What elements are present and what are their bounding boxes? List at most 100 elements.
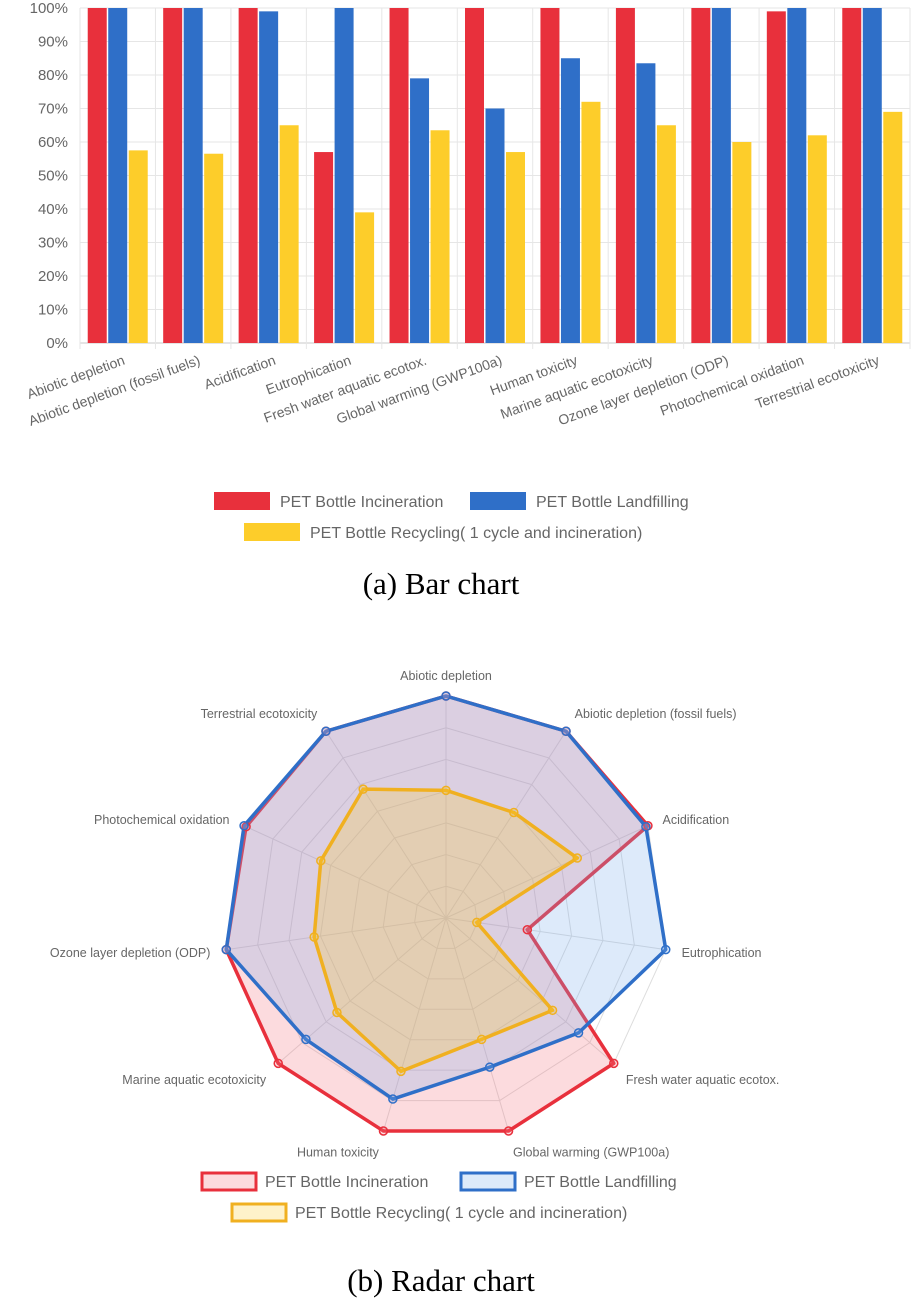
bar bbox=[430, 130, 450, 343]
radar-legend-label: PET Bottle Landfilling bbox=[524, 1174, 677, 1191]
bar-y-tick-label: 90% bbox=[38, 34, 68, 51]
radar-legend-swatch bbox=[459, 1171, 517, 1192]
radar-point bbox=[561, 726, 571, 736]
bar bbox=[87, 8, 107, 343]
bar-legend-swatch bbox=[214, 492, 270, 510]
radar-axis-label: Eutrophication bbox=[682, 946, 762, 960]
radar-grid-ring bbox=[414, 885, 478, 949]
bar-y-tick-label: 60% bbox=[38, 134, 68, 151]
bar bbox=[108, 8, 128, 343]
radar-point bbox=[332, 1007, 342, 1018]
radar-grid-ring bbox=[319, 790, 573, 1041]
radar-point bbox=[441, 691, 451, 701]
radar-point bbox=[221, 944, 232, 955]
radar-series-area bbox=[224, 694, 650, 1133]
radar-legend: PET Bottle Incineration PET Bottle Landfi… bbox=[200, 1171, 677, 1223]
radar-spoke bbox=[445, 917, 666, 951]
bar bbox=[485, 108, 505, 343]
bar bbox=[389, 8, 409, 343]
bar bbox=[465, 8, 484, 343]
bar-x-tick-label: Terrestrial ecotoxicity bbox=[753, 352, 881, 412]
radar-point bbox=[641, 821, 651, 832]
bar bbox=[334, 8, 354, 343]
radar-axis-label: Abiotic depletion bbox=[400, 669, 492, 683]
radar-point bbox=[396, 1066, 406, 1077]
bar bbox=[787, 8, 807, 343]
bar bbox=[128, 150, 148, 343]
radar-point bbox=[321, 726, 331, 736]
radar-point bbox=[273, 1058, 283, 1069]
radar-point bbox=[485, 1062, 495, 1072]
radar-spoke bbox=[226, 917, 447, 951]
radar-point bbox=[309, 932, 319, 942]
bar-legend: PET Bottle Incineration PET Bottle Landfi… bbox=[214, 492, 689, 542]
radar-series-area bbox=[224, 694, 668, 1101]
bar-y-tick-label: 20% bbox=[38, 268, 68, 285]
radar-axis-label: Acidification bbox=[662, 813, 729, 827]
radar-point bbox=[441, 785, 451, 796]
bar-y-tick-label: 50% bbox=[38, 168, 68, 185]
radar-axis-label: Global warming (GWP100a) bbox=[513, 1145, 669, 1159]
radar-legend-label: PET Bottle Recycling( 1 cycle and incine… bbox=[295, 1205, 627, 1222]
bar-y-tick-label: 80% bbox=[38, 67, 68, 84]
radar-axis-labels: Abiotic depletion Abiotic depletion (foss… bbox=[50, 669, 779, 1159]
radar-legend-swatch bbox=[200, 1171, 258, 1192]
bar bbox=[732, 142, 752, 343]
radar-point bbox=[316, 856, 326, 866]
radar-legend-swatch bbox=[230, 1202, 288, 1223]
bar bbox=[204, 153, 224, 343]
bar-y-tick-label: 0% bbox=[46, 335, 68, 352]
bar-y-tick-label: 40% bbox=[38, 201, 68, 218]
bar-y-tick-label: 30% bbox=[38, 235, 68, 252]
bar-y-tick-label: 100% bbox=[30, 0, 68, 17]
radar-grid-ring bbox=[257, 727, 635, 1102]
radar-point bbox=[522, 924, 533, 935]
bar bbox=[279, 125, 299, 343]
radar-chart: Abiotic depletion Abiotic depletion (foss… bbox=[50, 669, 779, 1298]
bar bbox=[842, 8, 862, 343]
radar-grid-ring bbox=[351, 822, 541, 1010]
radar-point bbox=[572, 853, 583, 863]
bar bbox=[506, 152, 525, 343]
bar bbox=[314, 152, 334, 343]
radar-spoke bbox=[325, 730, 447, 919]
bar-y-tick-label: 70% bbox=[38, 101, 68, 118]
radar-point bbox=[388, 1094, 398, 1104]
radar-point bbox=[358, 784, 368, 794]
radar-axis-label: Ozone layer depletion (ODP) bbox=[50, 946, 211, 960]
radar-point bbox=[239, 821, 249, 831]
radar-spoke bbox=[243, 825, 447, 919]
bar-legend-label: PET Bottle Incineration bbox=[280, 494, 443, 511]
radar-axis-label: Human toxicity bbox=[297, 1145, 380, 1159]
radar-axis-label: Marine aquatic ecotoxicity bbox=[122, 1073, 267, 1087]
radar-point bbox=[573, 1028, 584, 1038]
radar-series bbox=[221, 691, 671, 1136]
bar-legend-swatch bbox=[244, 523, 300, 541]
bar bbox=[540, 8, 560, 343]
bar-legend-label: PET Bottle Landfilling bbox=[536, 494, 689, 511]
radar-spoke bbox=[445, 917, 510, 1132]
radar-axis-label: Fresh water aquatic ecotox. bbox=[626, 1073, 780, 1087]
bar bbox=[259, 11, 279, 343]
bar bbox=[883, 111, 903, 343]
bar-chart-caption: (a) Bar chart bbox=[363, 566, 520, 601]
radar-point bbox=[472, 917, 482, 928]
bar bbox=[183, 8, 203, 343]
radar-axis-label: Terrestrial ecotoxicity bbox=[201, 707, 318, 721]
radar-legend-label: PET Bottle Incineration bbox=[265, 1174, 428, 1191]
bar-legend-label: PET Bottle Recycling( 1 cycle and incine… bbox=[310, 525, 642, 542]
bar-y-axis: 100% 90% 80% 70% 60% 50% 40% 30% 20% 10% 0% bbox=[30, 0, 68, 352]
bar-chart: 100% 90% 80% 70% 60% 50% 40% 30% 20% 10% 0% Abioti… bbox=[25, 0, 911, 601]
bar bbox=[862, 8, 882, 343]
radar-point bbox=[503, 1126, 514, 1136]
radar-axis-label: Abiotic depletion (fossil fuels) bbox=[575, 707, 737, 721]
radar-axis-label: Photochemical oxidation bbox=[94, 813, 230, 827]
bar bbox=[656, 125, 676, 343]
bar bbox=[691, 8, 711, 343]
bar bbox=[766, 11, 786, 343]
radar-spoke bbox=[445, 730, 567, 919]
radar-spoke bbox=[445, 825, 649, 919]
bar-series bbox=[87, 8, 903, 344]
